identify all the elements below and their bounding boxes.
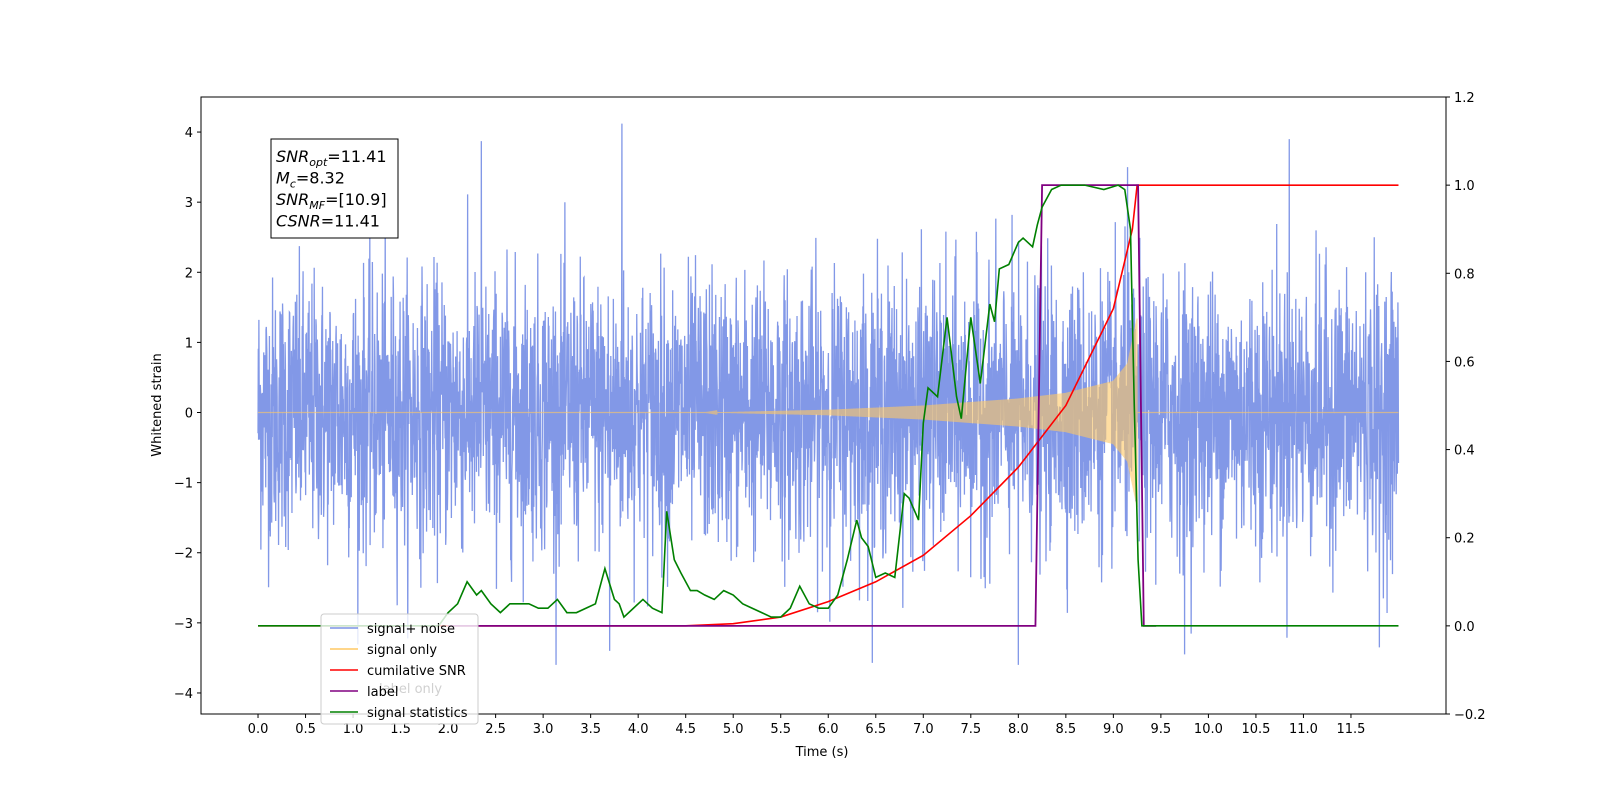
series-cumilative-snr [258, 184, 1399, 627]
y-right-tick-label: 0.6 [1454, 355, 1475, 370]
y-right-tick-label: 0.8 [1454, 267, 1475, 282]
y-left-tick-label: 1 [185, 336, 193, 351]
y-left-tick-label: −2 [174, 547, 193, 562]
x-tick-label: 11.5 [1336, 722, 1365, 737]
y-left-tick-label: 4 [185, 126, 193, 141]
x-tick-label: 10.5 [1241, 722, 1270, 737]
x-tick-label: 1.5 [390, 722, 411, 737]
legend-label: label [367, 685, 398, 700]
legend-label: signal only [367, 643, 437, 658]
annotation-box: SNRopt=11.41Mc=8.32SNRMF=[10.9]CSNR=11.4… [270, 138, 399, 239]
annotation-line: SNRopt=11.41 [276, 147, 387, 169]
y-left-tick-label: −1 [174, 477, 193, 492]
x-tick-label: 7.0 [913, 722, 934, 737]
y-right-tick-label: −0.2 [1454, 708, 1486, 723]
x-tick-label: 1.0 [343, 722, 364, 737]
y-axis-right: 1.2 1.0 0.8 0.6 0.4 0.2 0.0 −0.2 [1446, 91, 1486, 723]
legend: label only signal+ noise signal only cumil… [320, 613, 479, 725]
y-axis-left: 4 3 2 1 0 −1 −2 −3 −4 [174, 126, 201, 702]
x-tick-label: 9.0 [1103, 722, 1124, 737]
series-layer [257, 123, 1400, 665]
x-tick-label: 4.0 [628, 722, 649, 737]
annotation-line: Mc=8.32 [276, 169, 345, 191]
x-tick-label: 7.5 [960, 722, 981, 737]
y-right-tick-label: 0.0 [1454, 620, 1475, 635]
x-axis-label: Time (s) [795, 745, 849, 760]
y-right-tick-label: 1.0 [1454, 179, 1475, 194]
x-tick-label: 11.0 [1289, 722, 1318, 737]
x-tick-label: 5.0 [723, 722, 744, 737]
x-tick-label: 3.5 [580, 722, 601, 737]
x-tick-label: 8.5 [1056, 722, 1077, 737]
x-tick-label: 4.5 [675, 722, 696, 737]
legend-label: signal+ noise [367, 622, 455, 637]
legend-hidden-text: label only [379, 682, 442, 697]
x-tick-label: 6.5 [865, 722, 886, 737]
x-tick-label: 2.5 [485, 722, 506, 737]
y-left-tick-label: 2 [185, 266, 193, 281]
y-right-tick-label: 0.2 [1454, 532, 1475, 547]
y-left-tick-label: −4 [174, 687, 193, 702]
y-left-tick-label: −3 [174, 617, 193, 632]
plot-frame [200, 96, 1447, 715]
x-tick-label: 3.0 [533, 722, 554, 737]
x-tick-label: 0.0 [248, 722, 269, 737]
annotation-line: CSNR=11.41 [276, 212, 380, 231]
legend-label: cumilative SNR [367, 664, 466, 679]
x-tick-label: 6.0 [818, 722, 839, 737]
legend-label: signal statistics [367, 706, 468, 721]
x-tick-label: 5.5 [770, 722, 791, 737]
x-tick-label: 8.0 [1008, 722, 1029, 737]
series-signal-noise [257, 123, 1400, 665]
y-left-tick-label: 0 [185, 407, 193, 422]
series-signal-statistics [258, 184, 1399, 627]
y-right-tick-label: 1.2 [1454, 91, 1475, 106]
x-tick-label: 10.0 [1194, 722, 1223, 737]
y-right-tick-label: 0.4 [1454, 444, 1475, 459]
series-signal-only [258, 318, 1399, 508]
annotation-line: SNRMF=[10.9] [276, 190, 387, 212]
y-left-tick-label: 3 [185, 196, 193, 211]
y-axis-label: Whitened strain [150, 353, 165, 456]
x-tick-label: 0.5 [295, 722, 316, 737]
x-tick-label: 2.0 [438, 722, 459, 737]
x-axis: 0.0 0.5 1.0 1.5 2.0 2.5 3.0 3.5 4.0 4.5 5.0 5.5 6.0 6… [248, 714, 1365, 737]
x-tick-label: 9.5 [1151, 722, 1172, 737]
